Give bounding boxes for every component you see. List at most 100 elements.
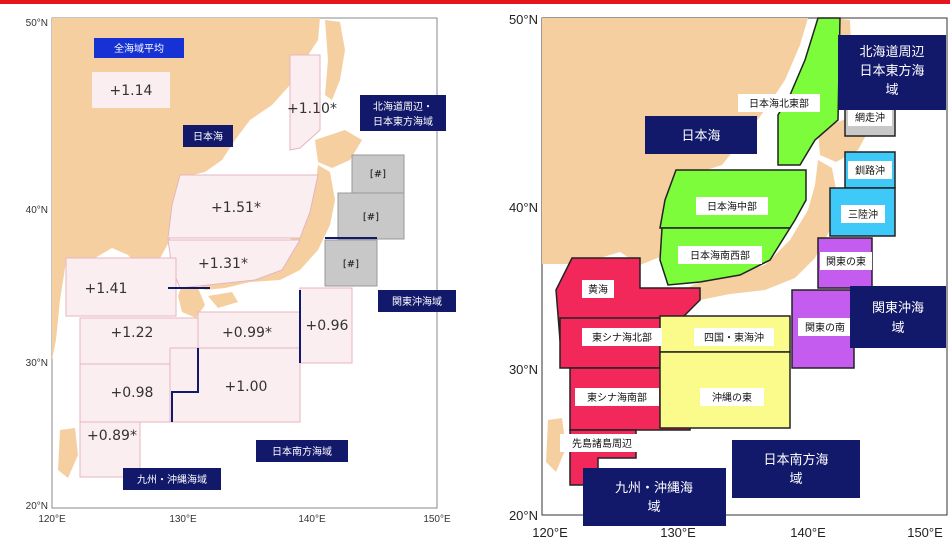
right-hokkaido-label-box	[838, 35, 946, 110]
left-lon-tick-130: 130°E	[169, 514, 197, 525]
hokkaido-label-box	[360, 95, 446, 131]
right-kanto-label-line1: 関東沖海	[872, 300, 924, 316]
right-kanto-label-box	[850, 286, 946, 348]
left-boundaries	[168, 237, 377, 422]
sakhalin-shape	[325, 20, 345, 100]
value-east-china-south: +0.98	[111, 385, 154, 401]
right-honshu-shape	[672, 160, 838, 304]
label-box-kushiro	[848, 161, 892, 179]
value-sakishima: +0.89*	[87, 428, 137, 444]
label-sanriku: 三陸沖	[848, 208, 878, 221]
taiwan-shape	[58, 428, 78, 478]
right-lat-tick-50: 50°N	[509, 12, 538, 27]
kyushu-shape	[178, 285, 205, 318]
right-lat-tick-20: 20°N	[509, 508, 538, 523]
kanto-label-box	[378, 290, 456, 312]
value-east-china-north: +1.22	[111, 325, 154, 341]
label-box-japan-sea-central	[696, 197, 768, 215]
label-kanto-east: 関東の東	[826, 255, 866, 268]
label-abashiri: 網走沖	[855, 111, 885, 124]
kyushu-label: 九州・沖縄海域	[137, 473, 207, 486]
hokkaido-shape	[315, 130, 362, 168]
kanto-label: 関東沖海域	[392, 295, 442, 308]
label-kanto-south: 関東の南	[805, 321, 845, 334]
label-japan-sea-northeast: 日本海北東部	[749, 97, 809, 110]
kyushu-label-box	[123, 468, 221, 490]
label-shikoku-tokai: 四国・東海沖	[704, 331, 764, 344]
shikoku-shape	[208, 292, 238, 308]
honshu-shape	[195, 165, 335, 290]
value-japan-sea-north: +1.10*	[287, 101, 337, 117]
label-kushiro: 釧路沖	[855, 164, 885, 177]
right-lat-tick-40: 40°N	[509, 200, 538, 215]
right-japan-sea-label-box	[645, 116, 757, 154]
japan-sea-label-box	[183, 125, 233, 147]
hokkaido-label-line1: 北海道周辺・	[373, 100, 433, 113]
label-box-kanto-south	[798, 318, 852, 336]
value-kanto-east: +0.96	[306, 318, 349, 334]
label-sakishima: 先島諸島周辺	[572, 437, 632, 450]
all-sea-label: 全海域平均	[114, 42, 164, 55]
left-lat-tick-40: 40°N	[26, 205, 48, 216]
label-japan-sea-southwest: 日本海南西部	[690, 249, 750, 262]
all-sea-label-box	[94, 38, 184, 58]
all-sea-value: +1.14	[110, 83, 153, 99]
label-box-japan-sea-southwest	[678, 246, 762, 264]
right-lon-tick-150: 150°E	[907, 525, 943, 540]
right-hokkaido-label-line3: 域	[885, 83, 898, 98]
left-lon-tick-150: 150°E	[423, 514, 451, 525]
right-kyushu-label-line1: 九州・沖縄海	[615, 481, 693, 496]
label-box-yellow-sea	[582, 280, 614, 298]
label-east-china-south: 東シナ海南部	[587, 391, 647, 404]
label-yellow-sea: 黄海	[588, 283, 608, 296]
region-hokkaido-b	[337, 192, 405, 240]
label-box-east-china-south	[575, 388, 659, 406]
label-box-east-china-north	[582, 328, 662, 346]
right-south-label-line2: 域	[789, 472, 802, 487]
top-accent-bar	[0, 0, 950, 4]
right-japan-sea-label: 日本海	[681, 129, 720, 144]
china-coast-shape	[52, 262, 66, 360]
region-kanto-east	[299, 287, 353, 364]
south-label: 日本南方海域	[272, 445, 332, 458]
label-box-abashiri	[848, 108, 892, 126]
value-japan-sea-southwest: +1.31*	[198, 256, 248, 272]
right-hokkaido-label-line1: 北海道周辺	[859, 45, 924, 60]
left-grey-regions	[324, 154, 405, 287]
all-sea-value-box	[92, 72, 170, 108]
right-lon-tick-120: 120°E	[532, 525, 568, 540]
right-south-label-line1: 日本南方海	[763, 452, 828, 468]
region-japan-sea-central	[167, 174, 319, 239]
value-sanriku: [#]	[343, 259, 359, 270]
right-south-label-box	[732, 440, 860, 498]
value-shikoku-tokai: +0.99*	[222, 325, 272, 341]
right-taiwan-shape	[546, 418, 566, 472]
region-sakishima	[79, 421, 141, 478]
left-lon-tick-120: 120°E	[38, 514, 66, 525]
region-east-china-south	[79, 363, 171, 423]
left-map: 全海域平均 +1.14 日本海 北海道周辺・ 日本東方海域 関東沖海域 日本南方…	[26, 17, 456, 525]
left-lon-tick-140: 140°E	[298, 514, 326, 525]
label-box-japan-sea-northeast	[738, 94, 820, 112]
label-box-sanriku	[841, 205, 885, 223]
label-box-sakishima	[560, 434, 644, 452]
region-okinawa-east	[169, 347, 301, 423]
region-sanriku	[324, 239, 378, 287]
value-okinawa-east: +1.00	[225, 379, 268, 395]
right-lat-tick-30: 30°N	[509, 362, 538, 377]
label-okinawa-east: 沖縄の東	[712, 391, 752, 404]
south-label-box	[256, 440, 348, 462]
right-region-labels: 日本海北東部 日本海中部 日本海南西部 網走沖 釧路沖 三陸沖 関東の東 関東の…	[560, 94, 892, 452]
label-box-kanto-east	[820, 252, 872, 270]
boundary-kyushu-okinawa	[171, 348, 199, 422]
region-japan-sea-north	[289, 54, 321, 151]
left-lat-tick-30: 30°N	[26, 358, 48, 369]
right-kanto-label-line2: 域	[891, 321, 904, 336]
right-lon-tick-130: 130°E	[660, 525, 696, 540]
left-sea-regions	[65, 54, 353, 478]
hokkaido-label-line2: 日本東方海域	[373, 115, 433, 128]
left-lat-tick-50: 50°N	[26, 18, 48, 29]
right-kyushu-label-box	[583, 468, 726, 526]
label-japan-sea-central: 日本海中部	[707, 200, 757, 213]
